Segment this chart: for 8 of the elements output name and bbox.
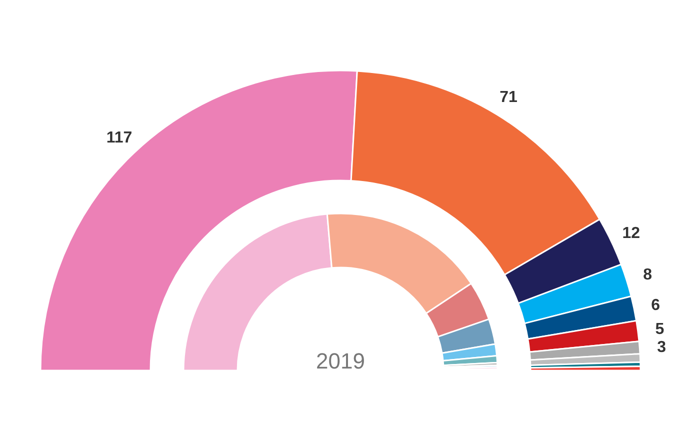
- slice-label: 2019: [316, 348, 365, 374]
- data-label: 5: [655, 321, 664, 338]
- data-label: 12: [622, 224, 640, 242]
- data-label: 8: [643, 266, 652, 284]
- data-label: 117: [106, 130, 132, 147]
- data-label: 6: [651, 296, 660, 314]
- data-label: 3: [657, 338, 666, 356]
- data-label: 71: [500, 88, 518, 106]
